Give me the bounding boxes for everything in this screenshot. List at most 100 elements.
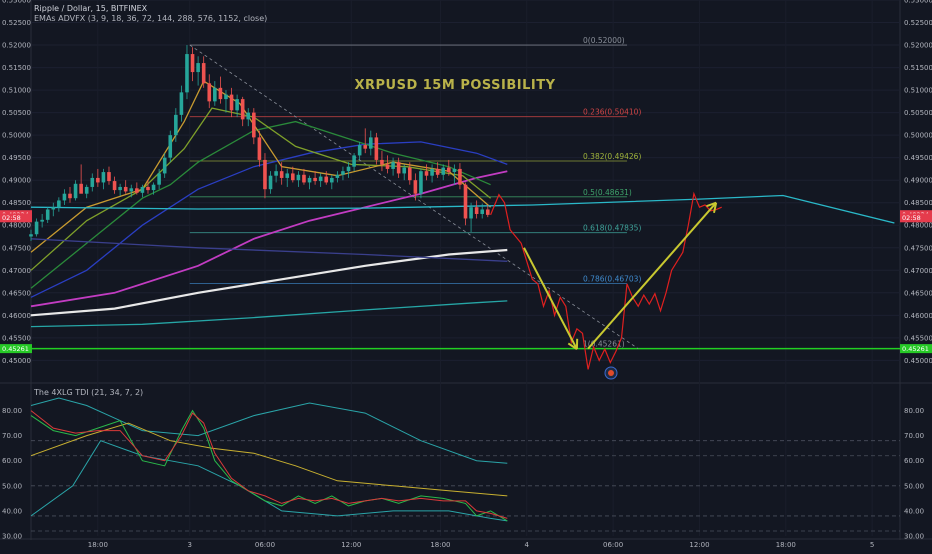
candle-body [207, 83, 212, 102]
candle-body [274, 171, 278, 176]
price-tag-right: 0.45261 [900, 344, 932, 354]
y-tick-label-left: 0.52000 [2, 42, 31, 50]
candle-body [62, 193, 67, 201]
candle-body [330, 177, 334, 183]
candle-body [480, 209, 485, 214]
candle-body [84, 186, 89, 194]
chart-headline: XRPUSD 15M POSSIBILITY [354, 78, 555, 93]
fibonacci-layer: 0(0.52000) 0.236(0.50410) 0.382(0.49426) 0.… [0, 36, 932, 350]
price-tag-bg [0, 213, 32, 223]
x-tick-label: 18:00 [88, 541, 108, 549]
candle-body [218, 87, 223, 100]
candle-body [57, 200, 61, 208]
candle-body [146, 186, 150, 191]
candle-body [107, 172, 111, 182]
price-tag-left: 02:58 [0, 213, 32, 223]
y-tick-label-left: 0.51500 [2, 64, 31, 72]
y-tick-label-left: 0.48000 [2, 222, 31, 230]
candle-body [279, 171, 284, 178]
y-tick-label-left: 0.49000 [2, 177, 31, 185]
y-tick-label-right: 0.47500 [904, 244, 932, 252]
replay-icon[interactable] [604, 366, 618, 380]
y-tick-label-left: 0.45000 [2, 357, 31, 365]
y-tick-label-left: 0.45500 [2, 334, 31, 342]
candle-body [413, 180, 418, 194]
projection-layer [490, 191, 722, 370]
x-tick-label: 12:00 [341, 541, 361, 549]
tdi-y-tick-left: 40.00 [2, 507, 22, 515]
price-tag-label: 02:58 [2, 214, 21, 222]
candle-body [51, 207, 56, 210]
candle-body [335, 174, 340, 178]
candle-body [263, 159, 267, 190]
y-tick-label-right: 0.51500 [904, 64, 932, 72]
y-tick-label-right: 0.48500 [904, 199, 932, 207]
candle-body [179, 92, 184, 115]
x-tick-label: 06:00 [603, 541, 623, 549]
tdi-y-tick-left: 30.00 [2, 533, 22, 541]
ema-576 [30, 248, 508, 317]
y-tick-label-right: 0.45000 [904, 357, 932, 365]
y-tick-label-left: 0.50000 [2, 132, 31, 140]
y-tick-label-left: 0.53000 [2, 0, 31, 5]
ema-1152 [30, 300, 508, 328]
candle-body [463, 184, 468, 219]
y-tick-label-right: 0.53000 [904, 0, 932, 5]
y-tick-label-left: 0.49500 [2, 154, 31, 162]
candle-body [240, 99, 245, 120]
candle-body [29, 234, 33, 237]
candle-body [307, 177, 312, 183]
tdi-layer [30, 397, 900, 532]
candle-body [190, 54, 195, 73]
candle-body [391, 162, 395, 169]
candle-body [396, 162, 401, 174]
candle-body [224, 94, 228, 100]
candle-body [162, 157, 167, 174]
y-tick-label-right: 0.46500 [904, 289, 932, 297]
candle-body [485, 209, 490, 215]
candle-body [101, 172, 106, 183]
y-tick-label-right: 0.47000 [904, 267, 932, 275]
candle-body [246, 112, 251, 120]
candle-body [90, 177, 95, 187]
candle-body [252, 112, 256, 138]
ema-layer [30, 80, 895, 328]
candle-body [318, 176, 323, 182]
candle-body [374, 137, 379, 160]
candle-body [34, 221, 39, 235]
tdi-y-tick-left: 80.00 [2, 407, 22, 415]
candle-body [458, 168, 462, 185]
x-tick-label: 06:00 [255, 541, 275, 549]
candle-body [407, 167, 412, 181]
candle-body [380, 159, 384, 165]
tdi-y-tick-left: 50.00 [2, 482, 22, 490]
candle-body [112, 181, 117, 191]
y-tick-label-right: 0.52500 [904, 19, 932, 27]
y-tick-label-right: 0.50500 [904, 109, 932, 117]
y-tick-label-left: 0.51000 [2, 87, 31, 95]
y-tick-label-left: 0.47000 [2, 267, 31, 275]
candle-body [174, 114, 178, 136]
candle-body [151, 184, 156, 191]
candle-body [357, 145, 362, 156]
tdi-y-tick-left: 60.00 [2, 457, 22, 465]
y-tick-label-right: 0.51000 [904, 87, 932, 95]
fib-level-label: 0.5(0.48631) [583, 188, 632, 197]
dashed-trendline [189, 44, 639, 349]
price-tag-label: 02:58 [902, 214, 921, 222]
y-tick-label-left: 0.50500 [2, 109, 31, 117]
y-tick-label-left: 0.48500 [2, 199, 31, 207]
candle-body [441, 167, 446, 175]
candle-body [469, 207, 473, 219]
y-tick-label-left: 0.47500 [2, 244, 31, 252]
price-tag-label: 0.45261 [902, 345, 929, 353]
candle-body [40, 219, 44, 222]
candle-body [135, 188, 139, 193]
candle-body [45, 209, 50, 220]
candle-body [346, 166, 351, 172]
tdi-market-base [30, 422, 508, 497]
candle-body [291, 173, 295, 181]
